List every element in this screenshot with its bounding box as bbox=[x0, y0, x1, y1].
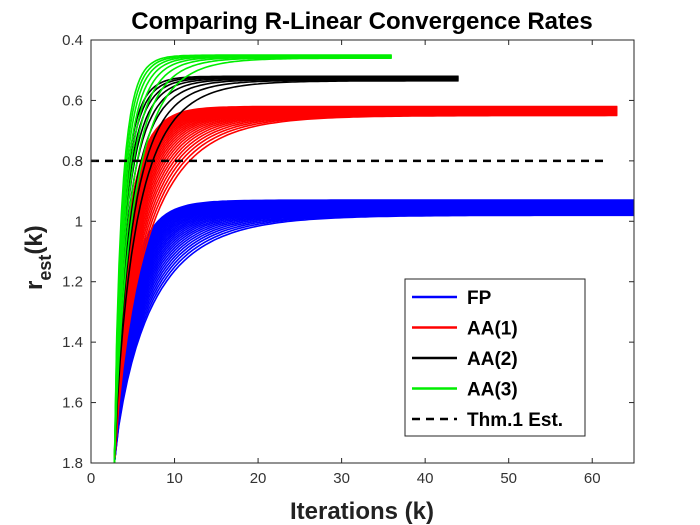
x-tick-label: 40 bbox=[417, 470, 434, 487]
axes-box bbox=[90, 39, 635, 464]
series-curve bbox=[113, 80, 459, 464]
y-tick-label: 0.4 bbox=[62, 32, 83, 49]
series-fp bbox=[113, 199, 634, 464]
legend-label: AA(3) bbox=[467, 380, 518, 401]
legend: FP AA(1) AA(2) AA(3) Thm.1 Est. bbox=[404, 278, 586, 437]
y-axis-label-subscript: est bbox=[35, 255, 55, 281]
x-tick-label: 30 bbox=[333, 470, 350, 487]
series-curve bbox=[113, 114, 618, 464]
legend-label: AA(1) bbox=[467, 319, 518, 340]
y-axis-label-suffix: (k) bbox=[21, 225, 48, 254]
series-layer bbox=[113, 54, 634, 464]
x-axis-ticks: 0 10 20 30 40 50 60 bbox=[87, 40, 601, 487]
legend-items: FP AA(1) AA(2) AA(3) Thm.1 Est. bbox=[412, 288, 563, 431]
series-curve bbox=[113, 57, 392, 464]
x-tick-label: 50 bbox=[500, 470, 517, 487]
series-aa-2- bbox=[113, 75, 459, 464]
series-aa-1- bbox=[113, 105, 618, 464]
x-axis-label: Iterations (k) bbox=[290, 498, 434, 525]
legend-label: AA(2) bbox=[467, 349, 518, 370]
y-tick-label: 1.2 bbox=[62, 274, 83, 291]
chart-title: Comparing R-Linear Convergence Rates bbox=[131, 8, 592, 35]
x-tick-label: 0 bbox=[87, 470, 95, 487]
legend-label: FP bbox=[467, 288, 492, 309]
svg-text:rest(k): rest(k) bbox=[21, 225, 55, 290]
y-tick-label: 1 bbox=[75, 213, 83, 230]
x-tick-label: 20 bbox=[250, 470, 267, 487]
series-curve bbox=[113, 214, 634, 464]
y-tick-label: 1.8 bbox=[62, 455, 83, 472]
y-tick-label: 1.4 bbox=[62, 334, 83, 351]
legend-label: Thm.1 Est. bbox=[467, 410, 563, 431]
x-tick-label: 60 bbox=[584, 470, 601, 487]
y-tick-label: 1.6 bbox=[62, 395, 83, 412]
series-aa-3- bbox=[113, 54, 392, 464]
y-axis-label: rest(k) bbox=[21, 225, 55, 290]
y-tick-label: 0.8 bbox=[62, 153, 83, 170]
y-axis-ticks: 0.4 0.6 0.8 1 1.2 1.4 1.6 1.8 bbox=[62, 32, 634, 472]
x-tick-label: 10 bbox=[166, 470, 183, 487]
y-tick-label: 0.6 bbox=[62, 92, 83, 109]
y-axis-label-main: r bbox=[21, 281, 48, 290]
